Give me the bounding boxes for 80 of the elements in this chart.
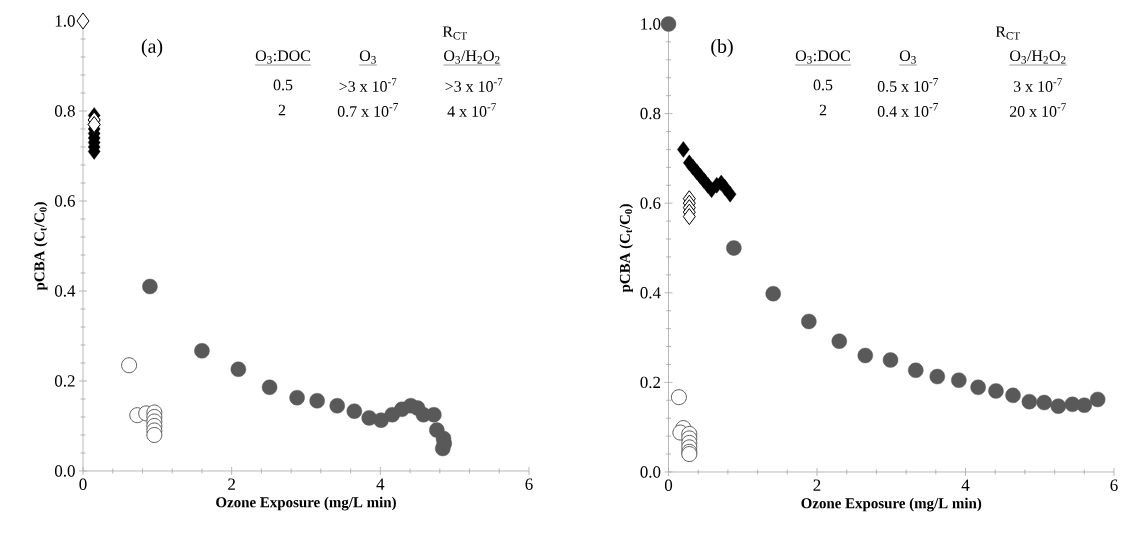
point xyxy=(908,362,924,378)
y-axis-title: pCBA (C$_{t}$/C$_{0}$) xyxy=(33,202,48,291)
y-tick-label: 0.8 xyxy=(640,107,661,120)
annotation: 0.5 xyxy=(273,79,293,91)
annotation: O$_{3}$ xyxy=(359,50,376,64)
point xyxy=(726,240,742,256)
annotation: O$_{3}$/H$_{2}$O$_{2}$ xyxy=(444,50,500,64)
point xyxy=(261,379,278,395)
x-tick-label: 4 xyxy=(961,479,970,491)
x-tick-label: 0 xyxy=(79,478,87,490)
annotation: O$_{3}$/H$_{2}$O$_{2}$ xyxy=(1010,50,1066,64)
point xyxy=(1076,397,1092,413)
point xyxy=(76,12,90,30)
point xyxy=(426,407,442,423)
y-tick-label: 0.4 xyxy=(640,287,661,299)
annotation: 0.7 x 10$^{-7}$ xyxy=(337,103,398,117)
annotation: 0.4 x 10$^{-7}$ xyxy=(877,103,938,117)
point xyxy=(831,333,847,349)
point xyxy=(801,313,817,330)
point xyxy=(857,347,873,364)
y-tick-label: 0.2 xyxy=(54,375,75,387)
point xyxy=(329,398,345,414)
y-tick-label: 0.2 xyxy=(640,376,661,389)
annotation: 2 xyxy=(278,104,286,116)
annotation: 0.5 x 10$^{-7}$ xyxy=(877,78,938,92)
x-axis-title: Ozone Exposure (mg/L min) xyxy=(801,497,982,512)
point xyxy=(988,383,1004,399)
point xyxy=(194,343,210,359)
y-tick-label: 0.4 xyxy=(54,285,76,297)
point xyxy=(682,208,696,226)
x-tick-label: 2 xyxy=(228,478,235,490)
point xyxy=(1036,394,1052,411)
annotation: >3 x 10$^{-7}$ xyxy=(445,78,503,92)
point xyxy=(1050,398,1067,414)
annotation: 2 xyxy=(819,104,827,116)
point xyxy=(309,393,325,409)
annotation: R$_{CT}$ xyxy=(995,26,1021,40)
annotation: O$_{3}$:DOC xyxy=(255,50,310,64)
point xyxy=(929,368,945,385)
annotation: (b) xyxy=(711,38,733,58)
point xyxy=(660,16,677,32)
x-tick-label: 0 xyxy=(664,479,673,491)
point xyxy=(346,403,363,419)
y-axis-title: pCBA (C$_{t}$/C$_{0}$) xyxy=(619,204,633,293)
annotation: 0.5 xyxy=(813,79,833,91)
point xyxy=(970,379,986,396)
annotation: O$_{3}$ xyxy=(899,50,916,64)
annotation: 3 x 10$^{-7}$ xyxy=(1013,78,1062,92)
annotation: O$_{3}$:DOC xyxy=(795,50,850,64)
y-tick-label: 0.6 xyxy=(640,197,661,209)
y-tick-label: 0.8 xyxy=(54,105,75,117)
x-tick-label: 2 xyxy=(813,479,821,491)
point xyxy=(121,357,138,374)
point xyxy=(765,285,781,302)
point xyxy=(723,186,737,203)
y-tick-label: 1.0 xyxy=(55,15,75,27)
point xyxy=(670,389,687,406)
y-tick-label: 1.0 xyxy=(641,18,661,30)
annotation: >3 x 10$^{-7}$ xyxy=(339,78,397,92)
x-tick-label: 6 xyxy=(525,478,533,490)
y-tick-label: 0.6 xyxy=(54,195,75,207)
y-tick-label: 0.0 xyxy=(640,466,661,478)
x-tick-label: 4 xyxy=(376,478,385,490)
y-tick-label: 0.0 xyxy=(54,465,75,477)
point xyxy=(142,278,158,295)
x-axis-title: Ozone Exposure (mg/L min) xyxy=(216,496,396,511)
point xyxy=(1089,391,1106,408)
annotation: 4 x 10$^{-7}$ xyxy=(447,103,496,117)
point xyxy=(882,352,899,368)
annotation: R$_{CT}$ xyxy=(442,26,468,40)
point xyxy=(146,426,163,443)
x-tick-label: 6 xyxy=(1110,479,1118,491)
point xyxy=(230,361,247,377)
point xyxy=(1021,393,1038,410)
point xyxy=(1005,387,1021,404)
annotation: 20 x 10$^{-7}$ xyxy=(1009,103,1066,117)
annotation: (a) xyxy=(141,38,163,58)
point xyxy=(677,141,690,158)
point xyxy=(951,372,967,388)
point xyxy=(289,389,305,406)
